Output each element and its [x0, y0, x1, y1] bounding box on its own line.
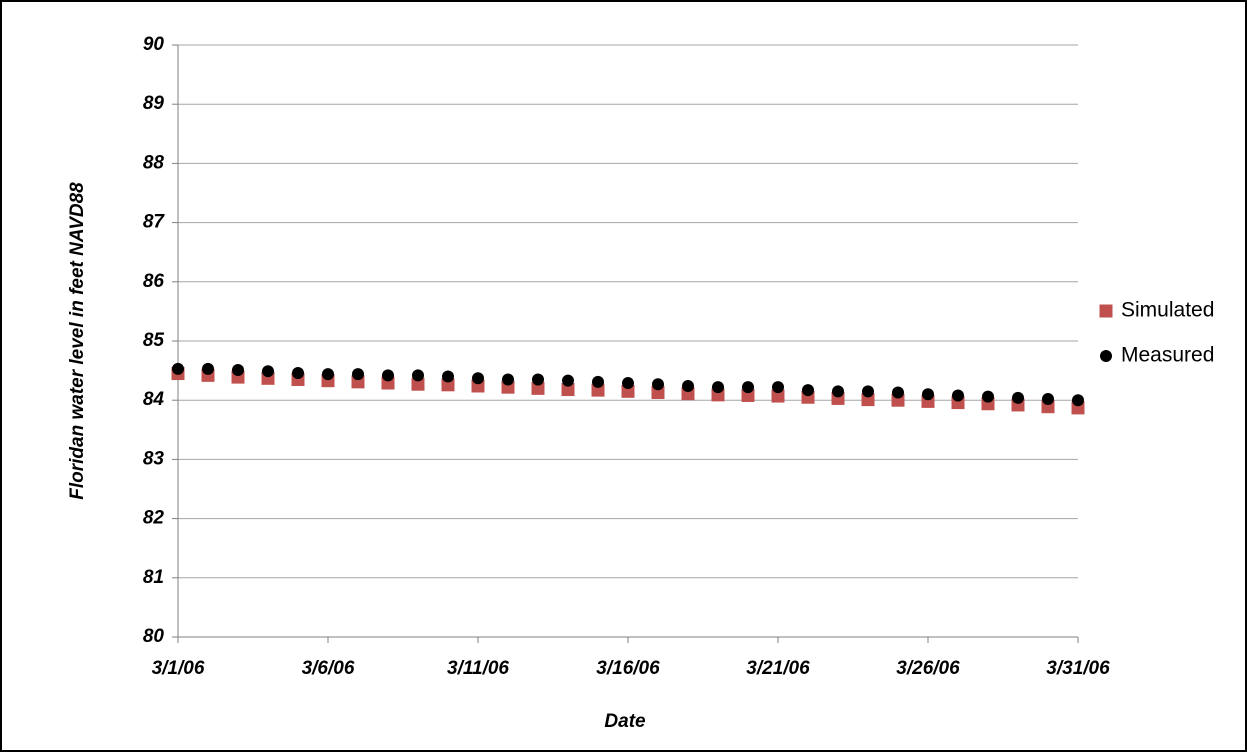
point [1042, 393, 1054, 406]
y-tick-label: 81 [143, 567, 164, 588]
point [531, 381, 545, 395]
point [682, 379, 694, 392]
x-tick-label: 3/26/06 [896, 658, 960, 679]
y-tick-label: 85 [143, 330, 165, 351]
point [832, 385, 844, 398]
point [352, 368, 364, 381]
point [742, 381, 754, 394]
y-tick-label: 86 [143, 271, 165, 292]
point [592, 375, 604, 388]
legend-marker [1100, 350, 1112, 362]
point [1012, 391, 1024, 404]
point [232, 364, 244, 377]
point [772, 381, 784, 394]
point [532, 373, 544, 386]
point [1072, 394, 1084, 407]
point [982, 390, 994, 403]
point [322, 368, 334, 381]
point [172, 362, 184, 375]
legend-label: Simulated [1121, 299, 1214, 322]
y-tick-label: 87 [143, 212, 166, 233]
y-tick-label: 84 [143, 389, 165, 410]
point [262, 365, 274, 378]
y-tick-label: 82 [143, 508, 165, 529]
point [292, 366, 304, 379]
point [502, 373, 514, 386]
point [622, 377, 634, 390]
point [472, 372, 484, 385]
y-tick-label: 89 [143, 93, 165, 114]
x-tick-label: 3/31/06 [1046, 658, 1110, 679]
point [922, 388, 934, 401]
point [771, 389, 785, 403]
y-tick-label: 88 [143, 152, 165, 173]
point [202, 362, 214, 375]
point [411, 377, 425, 391]
x-axis-title: Date [604, 711, 646, 732]
x-tick-label: 3/6/06 [302, 658, 355, 679]
point [562, 374, 574, 387]
x-tick-label: 3/1/06 [152, 658, 205, 679]
legend-marker [1099, 304, 1113, 318]
point [561, 383, 575, 397]
legend-label: Measured [1121, 344, 1214, 367]
point [382, 369, 394, 382]
point [802, 384, 814, 397]
point [442, 370, 454, 383]
point [892, 386, 904, 399]
x-tick-label: 3/21/06 [746, 658, 810, 679]
y-axis-title: Floridan water level in feet NAVD88 [67, 182, 88, 500]
point [862, 385, 874, 398]
y-tick-label: 80 [143, 626, 165, 647]
y-tick-label: 90 [143, 34, 165, 55]
point [652, 378, 664, 391]
x-tick-label: 3/11/06 [447, 658, 509, 679]
point [952, 389, 964, 402]
point [412, 369, 424, 382]
y-tick-label: 83 [143, 448, 165, 469]
point [712, 381, 724, 394]
x-tick-label: 3/16/06 [596, 658, 660, 679]
